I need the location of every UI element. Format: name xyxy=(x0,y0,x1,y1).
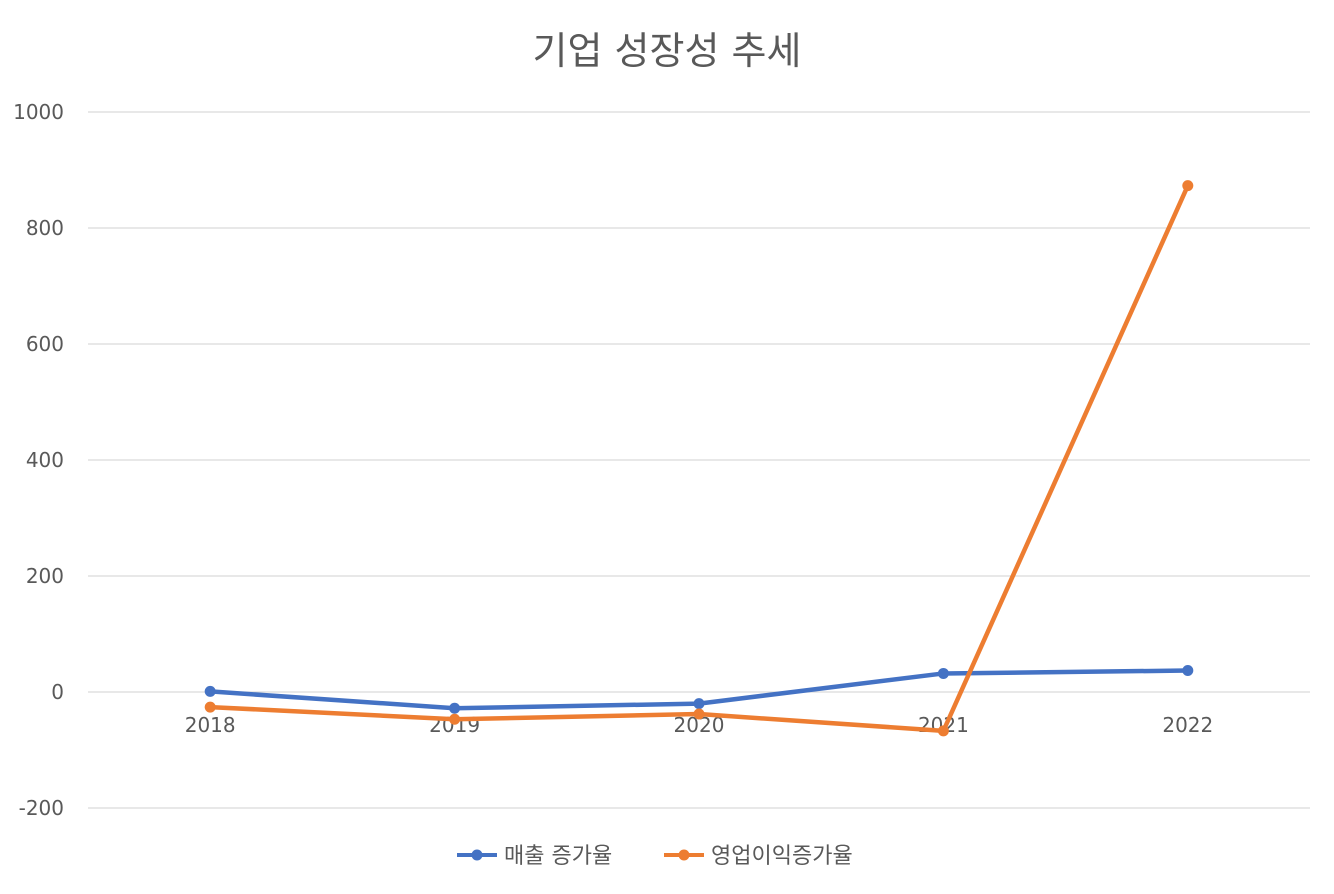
data-point-series-1 xyxy=(937,725,949,737)
y-tick-label: 400 xyxy=(26,448,64,472)
data-point-series-0 xyxy=(1182,665,1194,677)
legend-label-revenue-growth: 매출 증가율 xyxy=(504,844,612,869)
data-point-series-1 xyxy=(1182,180,1194,192)
data-point-series-0 xyxy=(204,685,216,697)
data-point-series-0 xyxy=(693,698,705,710)
data-point-series-1 xyxy=(693,708,705,720)
legend-marker-operating-profit-growth xyxy=(678,849,690,861)
legend: 매출 증가율 영업이익증가율 xyxy=(457,844,853,869)
legend-label-operating-profit-growth: 영업이익증가율 xyxy=(711,844,853,869)
series-line-1 xyxy=(207,183,1191,734)
gridlines xyxy=(88,111,1310,809)
data-point-series-1 xyxy=(449,713,461,725)
data-point-series-1 xyxy=(204,701,216,713)
legend-marker-revenue-growth xyxy=(471,849,483,861)
y-axis-ticks: 1000 800 600 400 200 0 -200 xyxy=(13,100,64,820)
y-tick-label: 600 xyxy=(26,332,64,356)
data-point-series-0 xyxy=(937,667,949,679)
y-tick-label: 1000 xyxy=(13,100,64,124)
series-lines xyxy=(204,180,1194,737)
x-tick-label: 2018 xyxy=(185,713,236,737)
y-tick-label: 0 xyxy=(51,680,64,704)
y-tick-label: 200 xyxy=(26,564,64,588)
y-tick-label: -200 xyxy=(19,796,64,820)
data-point-series-0 xyxy=(449,702,461,714)
x-tick-label: 2022 xyxy=(1162,713,1213,737)
y-tick-label: 800 xyxy=(26,216,64,240)
chart-title: 기업 성장성 추세 xyxy=(533,29,802,73)
